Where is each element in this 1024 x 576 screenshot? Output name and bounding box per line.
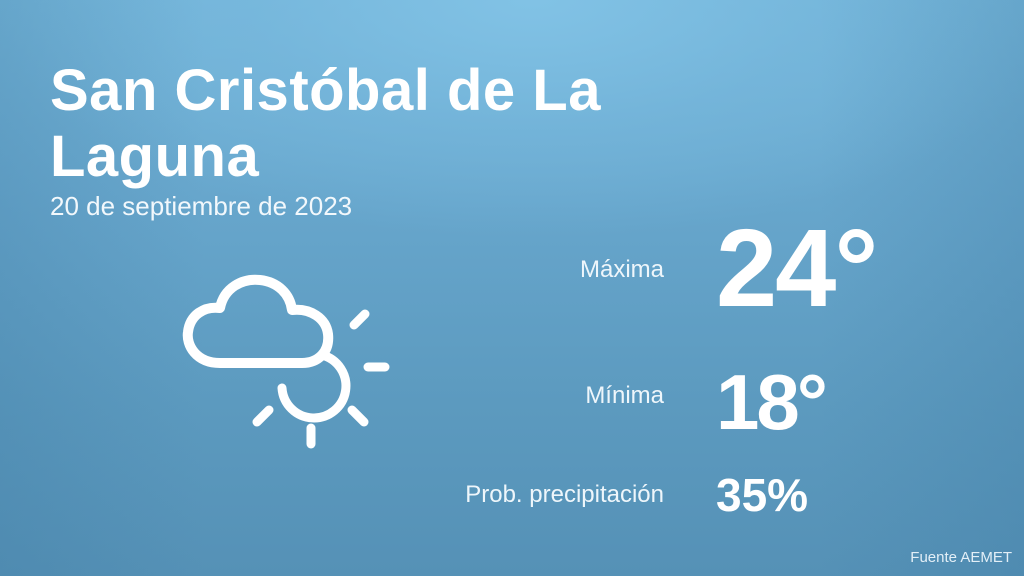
min-temp-label: Mínima [585, 382, 664, 409]
precipitation-label: Prob. precipitación [465, 481, 664, 508]
location-title: San Cristóbal de La Laguna [50, 58, 601, 189]
max-temp-value: 24° [716, 207, 878, 330]
cloud-sun-icon [172, 270, 402, 455]
max-temp-label: Máxima [579, 256, 664, 283]
precipitation-value: 35% [716, 469, 809, 521]
forecast-date: 20 de septiembre de 2023 [50, 191, 353, 221]
min-temp-value: 18° [716, 358, 828, 446]
data-source: Fuente AEMET [910, 549, 1012, 566]
